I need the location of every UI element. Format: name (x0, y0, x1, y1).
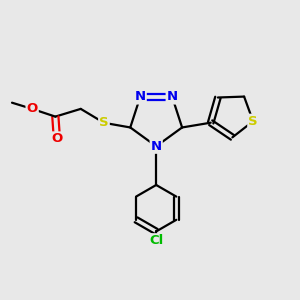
Text: N: N (135, 91, 146, 103)
Text: O: O (51, 132, 62, 146)
Text: N: N (167, 91, 178, 103)
Text: S: S (99, 116, 109, 129)
Text: N: N (151, 140, 162, 153)
Text: S: S (248, 115, 258, 128)
Text: O: O (26, 102, 38, 116)
Text: Cl: Cl (149, 234, 163, 247)
